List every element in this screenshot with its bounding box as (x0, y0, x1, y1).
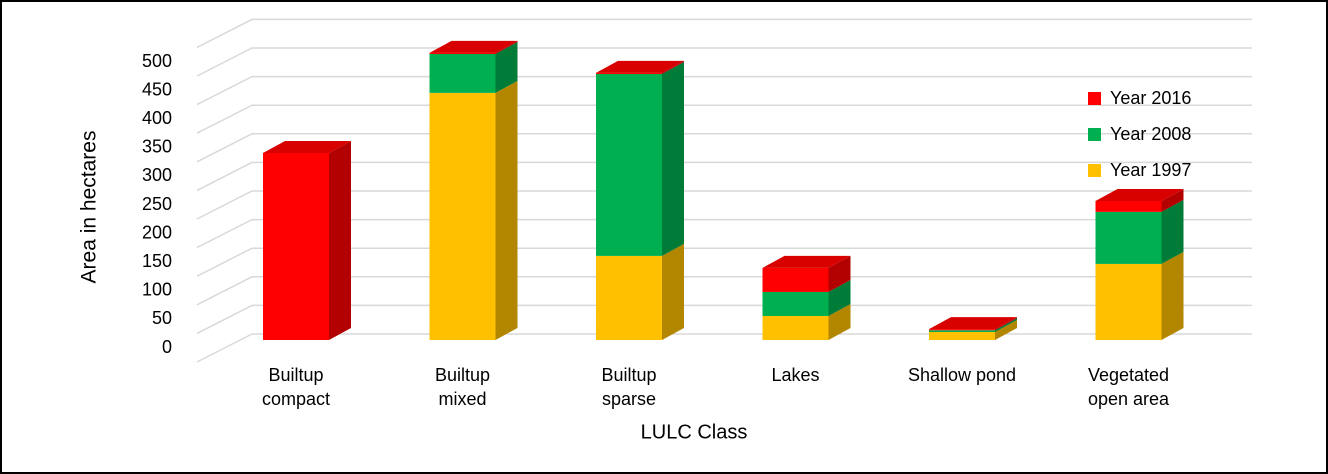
bar-top (1095, 189, 1184, 202)
y-tick-label: 400 (142, 108, 172, 128)
bar (429, 54, 496, 93)
grid-line (196, 304, 1252, 335)
grid-line (196, 247, 1252, 277)
bar-side (995, 317, 1017, 331)
bar-side (828, 255, 851, 292)
bar (1095, 201, 1162, 212)
y-tick-label: 450 (142, 79, 172, 99)
grid-line (196, 276, 1252, 306)
bar-side (495, 42, 518, 93)
y-tick-label: 50 (152, 308, 172, 328)
y-tick-label: 300 (142, 165, 172, 185)
bar (1095, 211, 1162, 264)
bar-top (929, 317, 1017, 330)
bar (429, 92, 496, 341)
grid-line (196, 47, 1252, 77)
grid-line (196, 190, 1252, 220)
legend-label: Year 1997 (1110, 160, 1191, 180)
legend-label: Year 2016 (1110, 88, 1191, 108)
bar (596, 74, 662, 256)
bar-side (495, 80, 518, 341)
y-axis-title: Area in hectares (78, 131, 101, 284)
grid-line (196, 161, 1252, 192)
bar (762, 267, 829, 292)
grid-line (196, 333, 1252, 363)
y-tick-label: 500 (142, 51, 172, 71)
grid-line (196, 133, 1252, 163)
y-tick-label: 250 (142, 194, 172, 214)
bar (596, 255, 662, 340)
bar-top (429, 40, 518, 53)
bar-top (762, 255, 851, 268)
legend-swatch (1088, 92, 1101, 105)
bar (429, 52, 496, 54)
bar-side (495, 40, 518, 54)
x-tick-label: Shallow pond (907, 365, 1017, 385)
legend-swatch (1088, 128, 1101, 141)
grid-line (196, 104, 1252, 134)
x-tick-label: Builtup compact (261, 365, 331, 409)
bar (596, 72, 662, 75)
bar-side (662, 62, 684, 256)
bar (762, 315, 829, 340)
x-tick-label: Lakes (771, 365, 820, 385)
bar (929, 330, 995, 332)
x-tick-label: Vegetated open area (1087, 365, 1170, 409)
bar-side (995, 318, 1017, 332)
grid-line (196, 218, 1252, 249)
bar-side (828, 303, 851, 340)
y-tick-label: 100 (142, 280, 172, 300)
bar-side (995, 319, 1017, 340)
grid-line (196, 75, 1252, 106)
bar-side (662, 60, 684, 75)
y-tick-label: 200 (142, 222, 172, 242)
bar-side (828, 279, 851, 316)
bar (1095, 263, 1162, 340)
y-tick-label: 0 (162, 337, 172, 357)
legend-swatch (1088, 164, 1101, 177)
x-tick-label: Builtup sparse (601, 365, 657, 409)
legend-label: Year 2008 (1110, 124, 1191, 144)
bar-side (662, 243, 684, 340)
grid-line (196, 18, 1252, 49)
bar (929, 331, 995, 340)
bar-side (1161, 199, 1184, 264)
y-tick-label: 350 (142, 137, 172, 157)
bar (263, 152, 329, 340)
bar (929, 329, 995, 331)
bar-top (596, 60, 684, 73)
bar-top (263, 140, 351, 153)
bar-side (1161, 189, 1184, 212)
bar (762, 291, 829, 316)
bar-side (1161, 251, 1184, 340)
x-tick-label: Builtup mixed (434, 365, 491, 409)
y-tick-label: 150 (142, 251, 172, 271)
x-axis-title: LULC Class (641, 421, 748, 443)
bar-side (329, 140, 351, 340)
